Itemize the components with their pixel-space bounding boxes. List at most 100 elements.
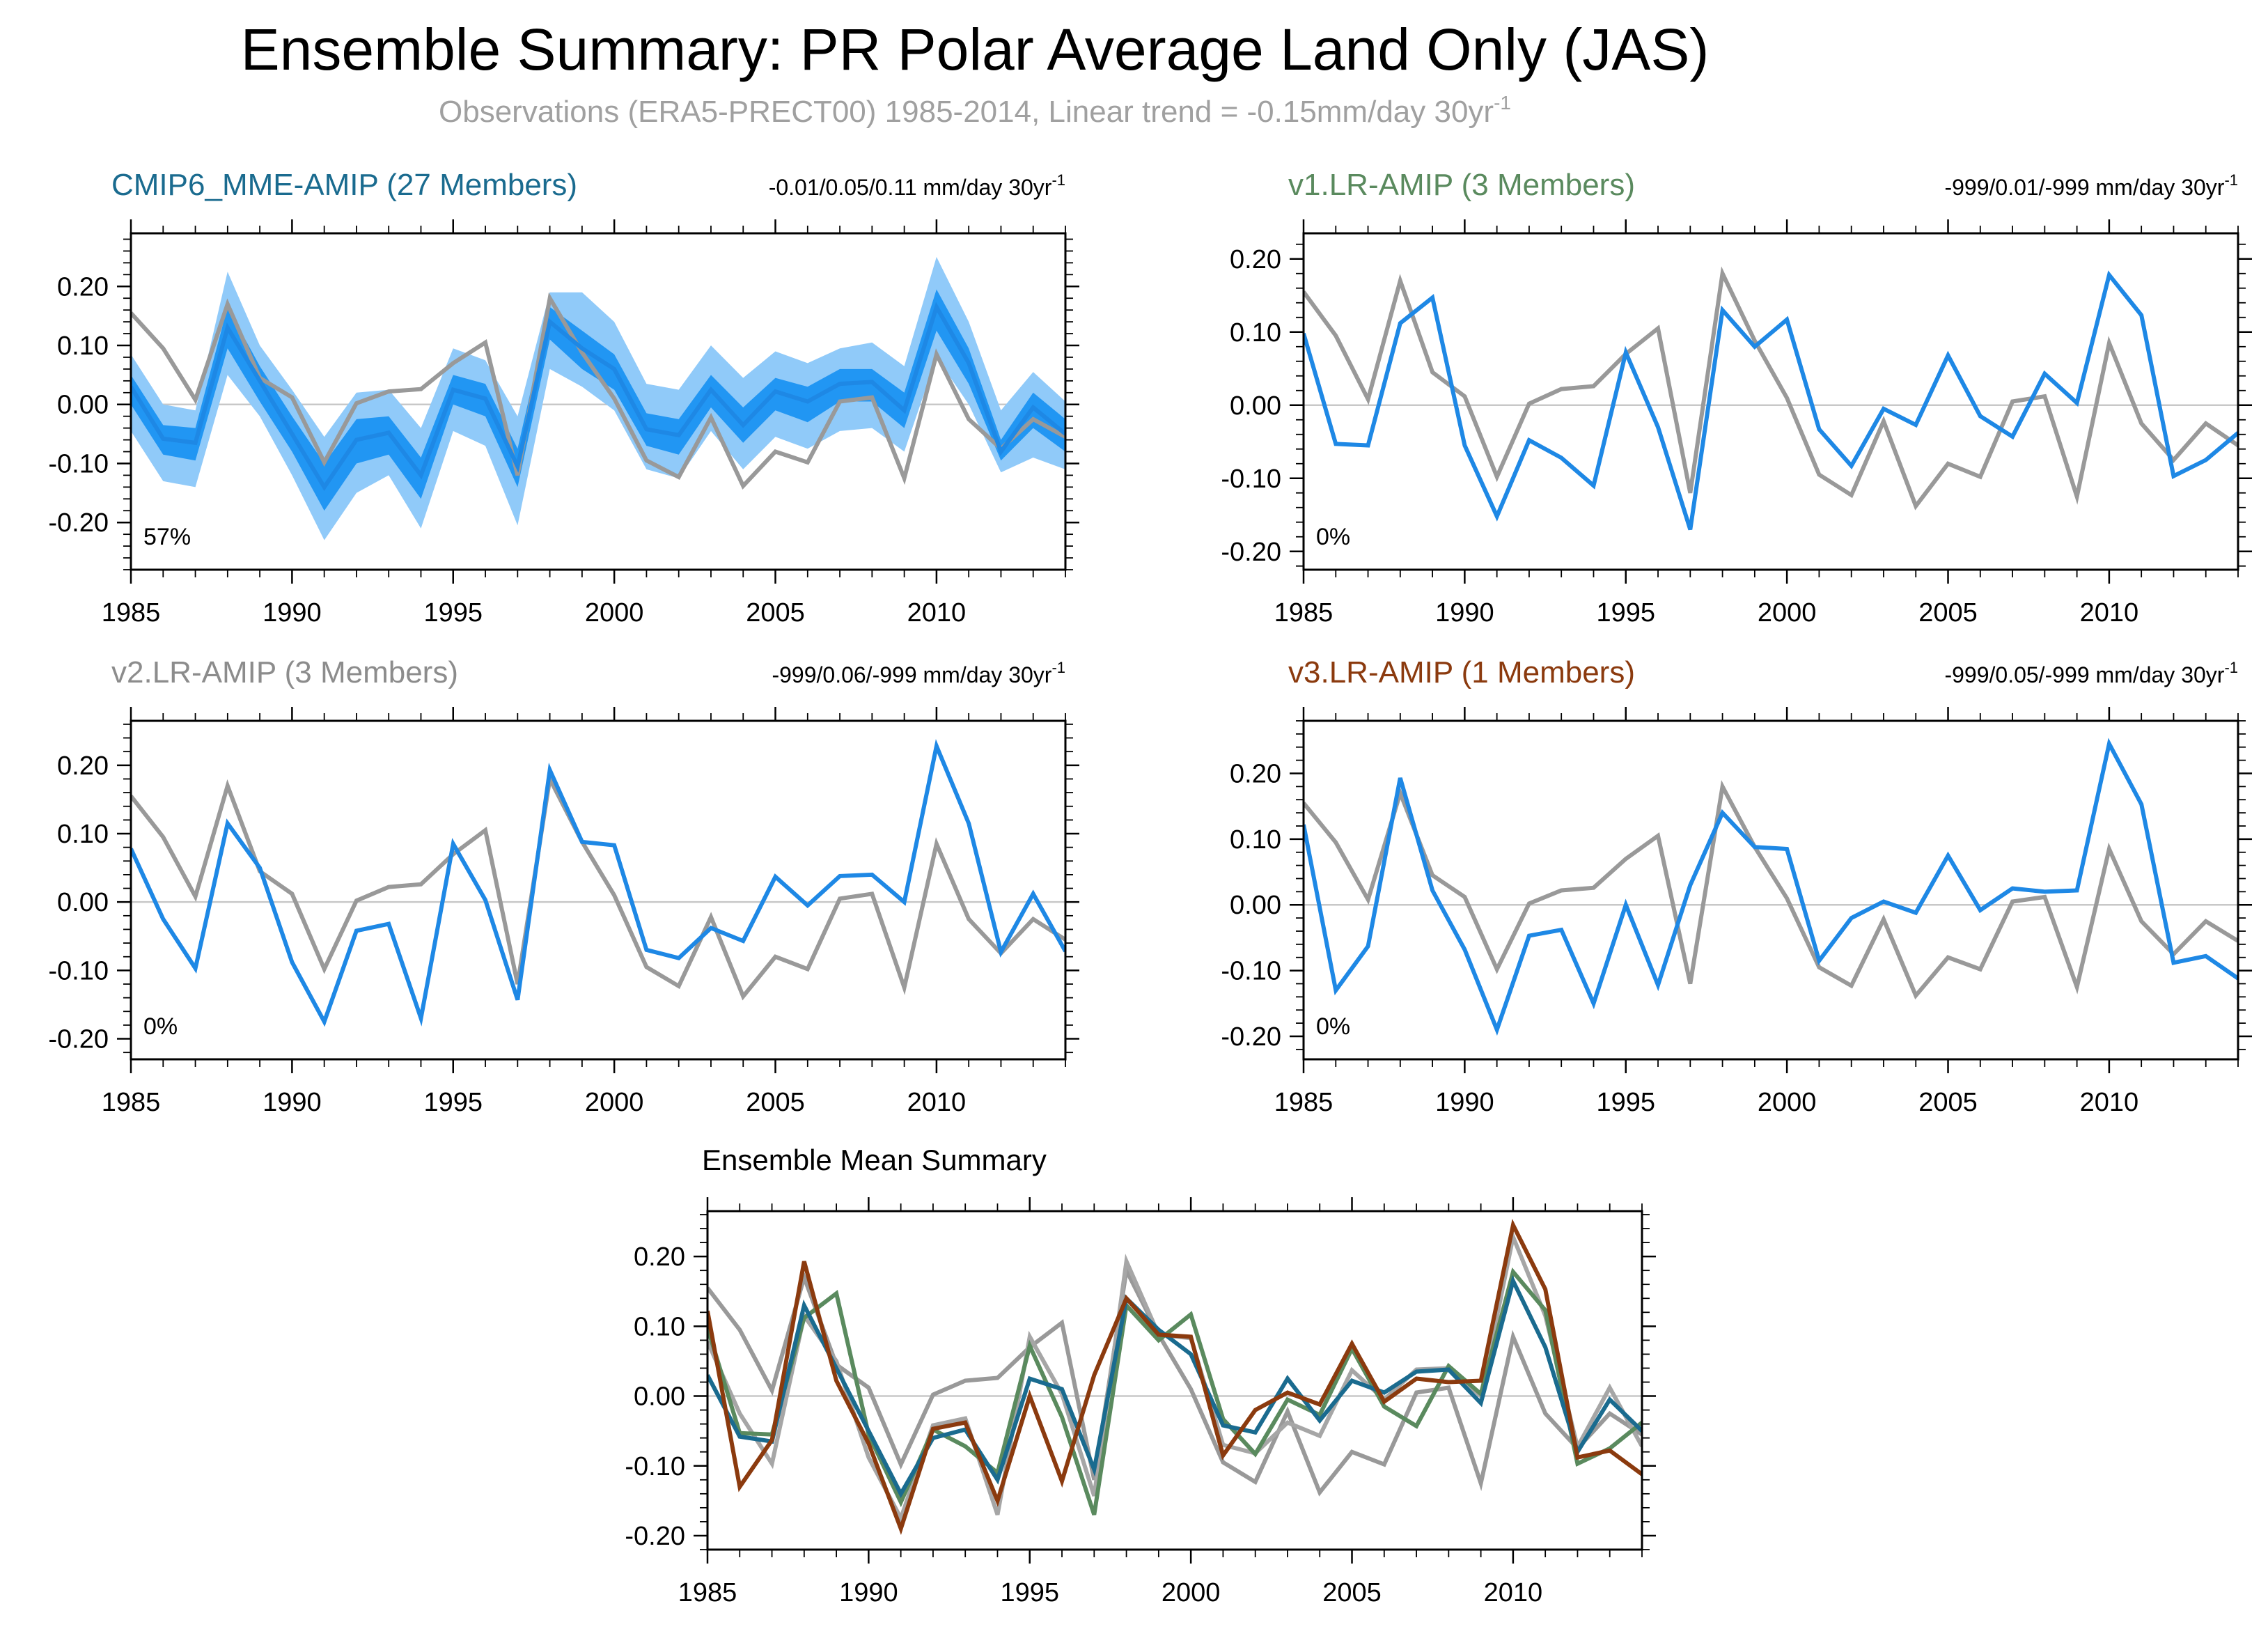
x-tick-label: 2000: [1758, 598, 1817, 628]
trend-value: -999/0.01/-999 mm/day 30yr: [1944, 175, 2224, 200]
y-tick-label: 0.10: [57, 332, 109, 361]
band-5-95-range: [131, 256, 1065, 540]
trend-value: -0.01/0.05/0.11 mm/day 30yr: [769, 175, 1052, 200]
figure-subtitle: Observations (ERA5-PRECT00) 1985-2014, L…: [439, 92, 1511, 129]
series-line-v1-lr-amip: [1304, 270, 2238, 531]
y-tick-label: 0.10: [1230, 318, 1281, 348]
x-tick-label: 2010: [2080, 598, 2139, 628]
y-tick-label: 0.00: [1230, 891, 1281, 920]
y-tick-label: 0.20: [1230, 759, 1281, 788]
trend-value: -999/0.06/-999 mm/day 30yr: [772, 662, 1051, 687]
percent-label: 0%: [1316, 524, 1350, 550]
panel-ensemble-mean-summary: Ensemble Mean Summary 1985 1990 1995 2000 200…: [625, 1144, 1656, 1607]
plot-frame: [1302, 719, 2239, 1061]
y-tick-label: 0.20: [1230, 245, 1281, 274]
percent-label: 0%: [143, 1013, 178, 1040]
y-tick-label: 0.10: [634, 1312, 685, 1341]
series-line-v2-lr-amip: [131, 739, 1065, 1027]
series-line-observations: [707, 1263, 1642, 1497]
series-line-observations: [1304, 266, 2238, 510]
panel-title: v1.LR-AMIP (3 Members): [1288, 168, 1635, 202]
panel-cmip6-mme: CMIP6_MME-AMIP (27 Members) -0.01/0.05/0.…: [48, 168, 1079, 628]
x-tick-label: 1990: [839, 1578, 898, 1607]
series-line-cmip6-mme-amip: [707, 1275, 1642, 1499]
x-tick-label: 2005: [746, 1088, 805, 1117]
series-line-v1-lr-amip: [707, 1267, 1642, 1515]
panel-title: Ensemble Mean Summary: [702, 1144, 1047, 1176]
panel-v1-lr-amip: v1.LR-AMIP (3 Members) -999/0.01/-999 mm/…: [1221, 168, 2252, 628]
x-tick-label: 2000: [585, 1088, 644, 1117]
figure-title: Ensemble Summary: PR Polar Average Land …: [241, 17, 1710, 82]
panel-title: v2.LR-AMIP (3 Members): [111, 655, 458, 689]
x-tick-label: 2010: [2080, 1088, 2139, 1117]
x-tick-label: 2000: [1758, 1088, 1817, 1117]
trend-text: -999/0.01/-999 mm/day 30yr-1: [1944, 171, 2238, 200]
x-tick-label: 1995: [1000, 1578, 1059, 1607]
plot-frame: [706, 1210, 1643, 1551]
x-tick-label: 1985: [1274, 1088, 1334, 1117]
series-line-v3-lr-amip: [707, 1218, 1642, 1535]
trend-text: -999/0.06/-999 mm/day 30yr-1: [772, 659, 1065, 687]
x-tick-label: 1985: [102, 1088, 161, 1117]
x-tick-label: 1990: [1435, 598, 1494, 628]
plot-area: [131, 739, 1065, 1027]
y-tick-label: 0.20: [57, 751, 109, 781]
x-tick-label: 1990: [1435, 1088, 1494, 1117]
x-tick-label: 1985: [102, 598, 161, 628]
y-tick-label: 0.20: [634, 1242, 685, 1272]
x-tick-label: 2005: [1322, 1578, 1382, 1607]
y-tick-label: 0.20: [57, 272, 109, 302]
x-tick-label: 2010: [907, 1088, 967, 1117]
y-tick-label: -0.20: [625, 1522, 685, 1551]
trend-sup: -1: [1051, 171, 1065, 189]
x-tick-label: 1990: [263, 598, 322, 628]
y-tick-label: -0.10: [625, 1452, 685, 1481]
trend-sup: -1: [2224, 171, 2238, 189]
series-line-observations: [131, 772, 1065, 1001]
y-tick-label: 0.10: [1230, 825, 1281, 855]
panel-v3-lr-amip: v3.LR-AMIP (1 Members) -999/0.05/-999 mm/…: [1221, 655, 2252, 1117]
y-tick-label: -0.20: [1221, 538, 1281, 567]
x-tick-label: 1990: [263, 1088, 322, 1117]
trend-text: -0.01/0.05/0.11 mm/day 30yr-1: [769, 171, 1065, 200]
percent-label: 57%: [143, 524, 191, 550]
x-tick-label: 1985: [1274, 598, 1334, 628]
trend-value: -999/0.05/-999 mm/day 30yr: [1944, 662, 2224, 687]
panel-v2-lr-amip: v2.LR-AMIP (3 Members) -999/0.06/-999 mm/…: [48, 655, 1079, 1117]
y-tick-label: 0.00: [1230, 391, 1281, 421]
plot-frame: [1302, 232, 2239, 571]
series-line-observations: [131, 292, 1065, 490]
y-tick-label: 0.00: [634, 1382, 685, 1412]
x-tick-label: 2005: [1918, 598, 1978, 628]
x-tick-label: 2000: [1162, 1578, 1221, 1607]
trend-sup: -1: [1051, 659, 1065, 676]
x-tick-label: 2005: [746, 598, 805, 628]
y-tick-label: -0.20: [48, 508, 109, 538]
y-tick-label: 0.10: [57, 820, 109, 849]
figure-subtitle-text: Observations (ERA5-PRECT00) 1985-2014, L…: [439, 95, 1494, 129]
y-tick-label: 0.00: [57, 391, 109, 420]
x-tick-label: 1995: [1596, 598, 1655, 628]
percent-label: 0%: [1316, 1013, 1350, 1040]
x-tick-label: 2005: [1918, 1088, 1978, 1117]
x-tick-label: 1985: [678, 1578, 737, 1607]
plot-area: [707, 1218, 1642, 1535]
plot-area: [1304, 738, 2238, 1036]
y-tick-label: -0.10: [48, 956, 109, 985]
plot-area: [1304, 266, 2238, 531]
series-line-v3-lr-amip: [1304, 738, 2238, 1036]
y-tick-label: -0.10: [1221, 465, 1281, 494]
x-tick-label: 2010: [907, 598, 967, 628]
series-line-ensemble-mean: [131, 302, 1065, 491]
x-tick-label: 2000: [585, 598, 644, 628]
y-tick-label: -0.10: [48, 449, 109, 478]
y-tick-label: -0.20: [1221, 1022, 1281, 1052]
plot-frame: [130, 232, 1067, 571]
x-tick-label: 1995: [423, 1088, 483, 1117]
x-tick-label: 2010: [1484, 1578, 1543, 1607]
plot-area: [131, 256, 1065, 540]
y-tick-label: -0.10: [1221, 957, 1281, 986]
trend-sup: -1: [2224, 659, 2238, 676]
panel-title: CMIP6_MME-AMIP (27 Members): [111, 168, 577, 202]
